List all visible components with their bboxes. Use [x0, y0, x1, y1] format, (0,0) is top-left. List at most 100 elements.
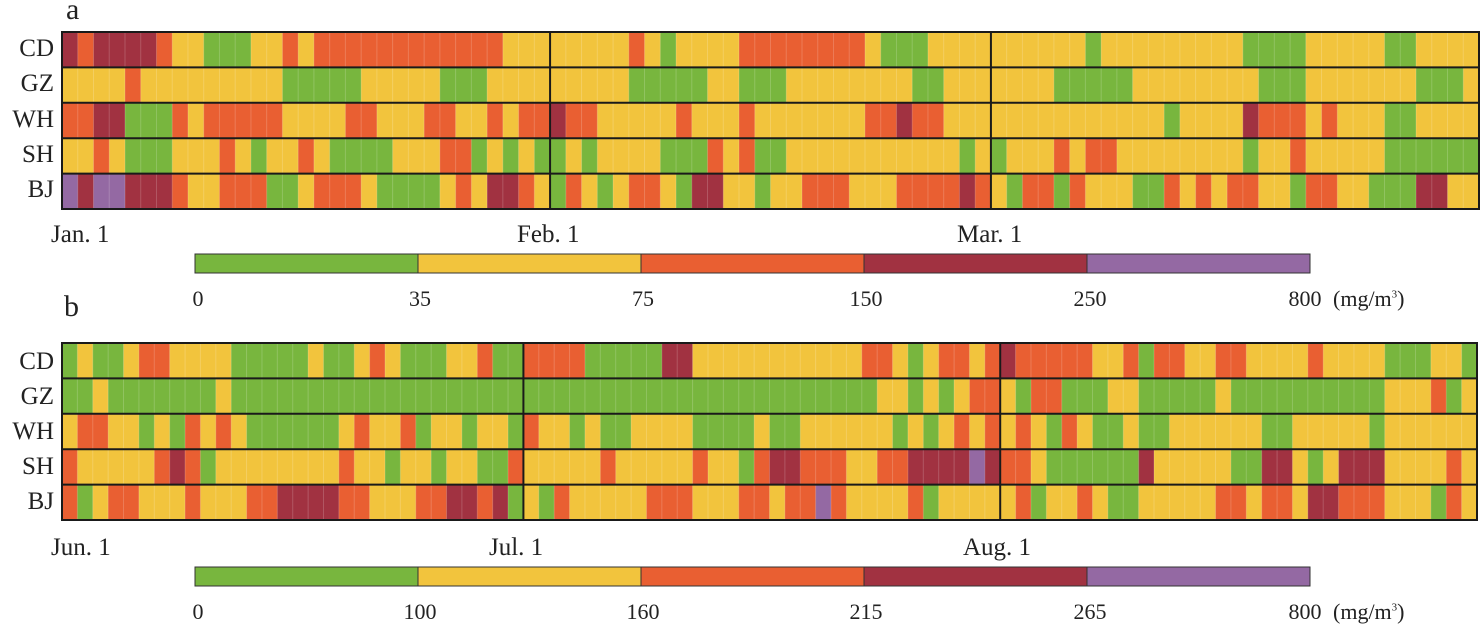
heat-cell-sh	[861, 449, 878, 485]
heat-cell-sh	[923, 449, 939, 485]
heatmap-frame	[61, 342, 1478, 521]
heat-cell-sh	[800, 449, 816, 485]
heat-cell-wh	[661, 413, 678, 450]
heat-cell-gz	[628, 67, 645, 103]
heat-cell-sh	[600, 449, 616, 485]
heat-cell-cd	[246, 343, 263, 379]
heat-cell-bj	[615, 484, 632, 520]
heat-cell-cd	[1353, 343, 1370, 379]
heat-cell-cd	[959, 32, 976, 68]
heat-cell-bj	[676, 173, 693, 209]
heat-cell-wh	[892, 413, 909, 450]
heat-cell-cd	[600, 343, 616, 379]
heat-cell-wh	[1400, 413, 1416, 450]
heat-cell-wh	[62, 102, 79, 139]
heat-cell-wh	[1179, 102, 1196, 139]
heat-cell-cd	[1195, 32, 1212, 68]
heat-cell-sh	[169, 449, 186, 485]
heat-cell-gz	[1337, 67, 1354, 103]
heat-cell-wh	[660, 102, 677, 139]
heat-cell-gz	[508, 378, 524, 414]
heat-cell-bj	[1415, 484, 1432, 520]
heat-cell-sh	[1030, 449, 1047, 485]
heat-cell-bj	[1230, 484, 1247, 520]
heat-cell-wh	[1069, 102, 1086, 139]
heat-cell-cd	[250, 32, 267, 68]
heat-cell-cd	[984, 343, 1001, 379]
heat-cell-sh	[124, 138, 142, 174]
heat-cell-gz	[1274, 67, 1291, 103]
heat-cell-sh	[1416, 138, 1433, 174]
heat-cell-gz	[817, 67, 834, 103]
heat-cell-sh	[93, 138, 110, 174]
heat-cell-bj	[1461, 484, 1478, 520]
heat-cell-bj	[554, 484, 570, 520]
heat-cell-bj	[677, 484, 693, 520]
heat-cell-sh	[892, 449, 909, 485]
heat-cell-cd	[707, 343, 724, 379]
legend-swatch	[417, 566, 642, 587]
heat-cell-bj	[1292, 484, 1309, 520]
heat-cell-sh	[154, 449, 170, 485]
heat-cell-sh	[565, 138, 582, 174]
heat-cell-sh	[313, 138, 330, 174]
heat-cell-bj	[975, 173, 992, 209]
heat-cell-sh	[1006, 138, 1023, 174]
heat-cell-cd	[660, 32, 677, 68]
legend-a-tick: 75	[632, 286, 654, 311]
heat-cell-sh	[415, 449, 432, 485]
heat-cell-gz	[1184, 378, 1201, 414]
heat-cell-wh	[140, 102, 157, 139]
heat-cell-gz	[646, 378, 663, 414]
heat-cell-bj	[1246, 484, 1262, 520]
heat-cell-bj	[584, 484, 601, 520]
heat-cell-bj	[231, 484, 247, 520]
heat-cell-wh	[1022, 102, 1039, 139]
legend-a-unit: (mg/m3)	[1333, 288, 1405, 310]
heat-cell-gz	[631, 378, 647, 414]
heat-cell-bj	[62, 484, 78, 520]
heat-cell-wh	[1353, 102, 1370, 139]
heat-cell-sh	[345, 138, 362, 174]
heat-cell-wh	[784, 413, 801, 450]
heat-cell-cd	[646, 343, 663, 379]
heat-cell-sh	[631, 449, 647, 485]
heat-cell-gz	[1384, 378, 1401, 414]
heat-cell-sh	[723, 138, 740, 174]
heat-cell-gz	[707, 67, 724, 103]
heat-cell-gz	[354, 378, 370, 414]
heat-cell-wh	[646, 413, 663, 450]
heat-cell-bj	[943, 173, 960, 209]
heat-cell-bj	[62, 173, 79, 209]
heat-cell-wh	[817, 102, 834, 139]
heat-cell-bj	[261, 484, 278, 520]
heat-cell-sh	[376, 138, 393, 174]
heat-cell-bj	[892, 484, 909, 520]
heat-cell-gz	[439, 67, 456, 103]
heat-cell-gz	[1132, 67, 1149, 103]
heat-cell-sh	[754, 449, 770, 485]
heat-cell-bj	[613, 173, 630, 209]
heat-cell-sh	[338, 449, 355, 485]
heat-cell-bj	[1046, 484, 1063, 520]
heat-cell-wh	[1116, 102, 1133, 139]
heat-cell-bj	[424, 173, 441, 209]
heat-cell-gz	[846, 378, 863, 414]
heat-cell-bj	[831, 484, 847, 520]
heat-cell-gz	[492, 378, 509, 414]
heat-cell-cd	[631, 343, 647, 379]
heat-cell-bj	[938, 484, 955, 520]
heat-cell-sh	[455, 138, 472, 174]
heat-cell-wh	[1307, 413, 1324, 450]
heat-cell-cd	[861, 343, 878, 379]
heat-cell-sh	[400, 449, 417, 485]
heat-cell-cd	[831, 343, 847, 379]
heat-cell-cd	[93, 32, 110, 68]
heat-cell-cd	[477, 343, 493, 379]
heat-cell-cd	[613, 32, 630, 68]
heat-cell-gz	[927, 67, 944, 103]
heat-cell-wh	[1415, 413, 1432, 450]
row-label-b-gz: GZ	[20, 383, 54, 410]
heat-cell-gz	[400, 378, 417, 414]
heat-cell-cd	[461, 343, 478, 379]
